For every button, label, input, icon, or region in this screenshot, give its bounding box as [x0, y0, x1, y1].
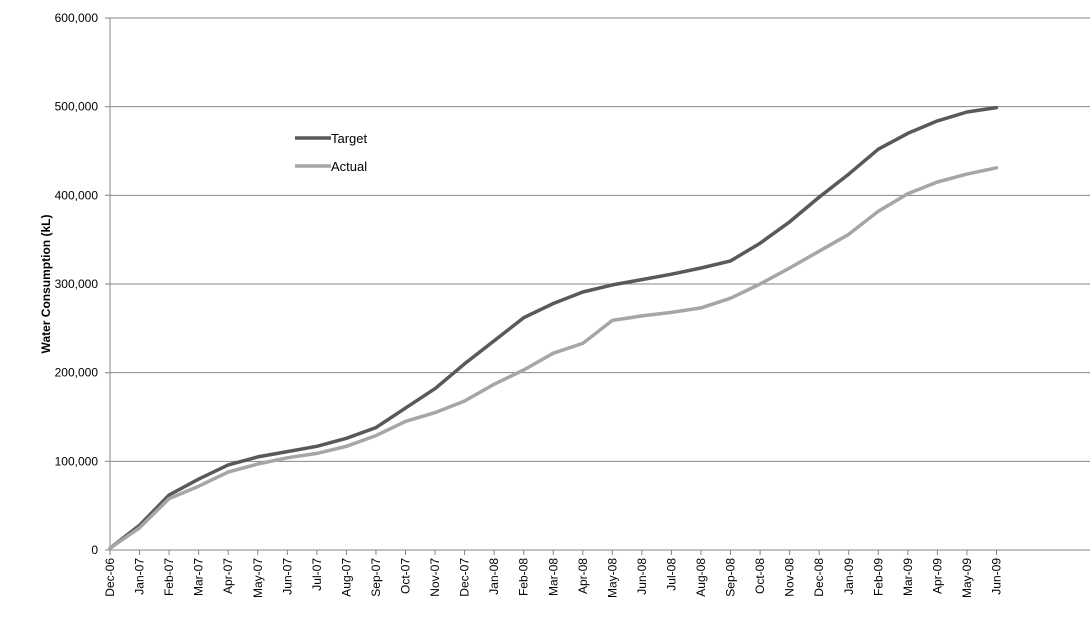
x-tick-label: Mar-09: [901, 558, 915, 596]
x-tick-label: Dec-06: [103, 558, 117, 597]
x-tick-label: Dec-08: [812, 558, 826, 597]
x-tick-label: Jan-07: [133, 558, 147, 595]
x-tick-label: Feb-08: [517, 558, 531, 596]
legend: Target Actual: [295, 131, 368, 174]
legend-label-actual: Actual: [331, 159, 367, 174]
x-tick-label: Jun-09: [990, 558, 1004, 595]
x-tick-label: Sep-08: [724, 558, 738, 597]
x-tick-label: Jun-08: [635, 558, 649, 595]
gridlines: [110, 17, 1090, 462]
y-tick-label: 200,000: [55, 366, 99, 380]
x-tick-label: Dec-07: [458, 558, 472, 597]
x-tick-label: Jul-07: [310, 558, 324, 591]
x-tick-label: Mar-07: [192, 558, 206, 596]
x-tick-label: Jul-08: [664, 558, 678, 591]
x-tick-label: Apr-09: [930, 558, 944, 594]
y-tick-label: 400,000: [55, 188, 99, 202]
y-tick-labels: 0 100,000 200,000 300,000 400,000 500,000 600,…: [55, 11, 110, 557]
x-tick-label: May-09: [960, 558, 974, 598]
y-tick-label: 100,000: [55, 454, 99, 468]
y-tick-label: 0: [91, 543, 98, 557]
x-tick-label: Feb-07: [162, 558, 176, 596]
y-axis-title: Water Consumption (kL): [39, 215, 53, 354]
series-line-target: [108, 105, 999, 550]
x-tick-label: Jun-07: [280, 558, 294, 595]
x-tick-label: Apr-08: [576, 558, 590, 594]
y-tick-label: 600,000: [55, 11, 99, 25]
x-tick-label: Feb-09: [871, 558, 885, 596]
y-tick-label: 300,000: [55, 277, 99, 291]
x-tick-label: May-08: [605, 558, 619, 598]
x-tick-label: Aug-08: [694, 558, 708, 597]
x-tick-label: Jan-09: [842, 558, 856, 595]
x-tick-label: Oct-08: [753, 558, 767, 594]
series-lines: [108, 105, 999, 550]
x-tick-label: May-07: [251, 558, 265, 598]
x-tick-label: Aug-07: [339, 558, 353, 597]
x-tick-label: Nov-08: [783, 558, 797, 597]
x-tick-label: Nov-07: [428, 558, 442, 597]
x-tick-label: Apr-07: [221, 558, 235, 594]
x-tick-label: Oct-07: [399, 558, 413, 594]
x-tick-labels: Dec-06 Jan-07 Feb-07 Mar-07 Apr-07 May-07 Jun-…: [103, 550, 1004, 598]
x-tick-label: Jan-08: [487, 558, 501, 595]
series-line-actual: [108, 166, 999, 550]
y-tick-label: 500,000: [55, 100, 99, 114]
legend-label-target: Target: [331, 131, 368, 146]
x-tick-label: Sep-07: [369, 558, 383, 597]
x-tick-label: Mar-08: [546, 558, 560, 596]
